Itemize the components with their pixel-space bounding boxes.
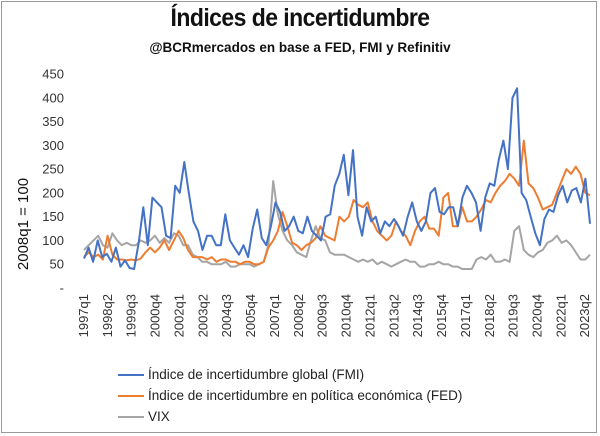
x-tick-label: 2023q2	[577, 294, 592, 337]
x-tick-label: 2010q4	[339, 294, 354, 337]
x-tick-label: 2014q3	[410, 294, 425, 337]
series-line-fmi	[83, 87, 591, 270]
x-tick-label: 2003q2	[195, 294, 210, 337]
y-tick-label: 250	[42, 162, 64, 177]
x-tick-label: 2015q4	[434, 294, 449, 337]
y-tick-label: 50	[50, 257, 64, 272]
x-tick-label: 2020q4	[529, 294, 544, 337]
y-tick-label: 400	[42, 90, 64, 105]
chart-title: Índices de incertidumbre	[170, 4, 430, 32]
x-tick-label: 2000q4	[148, 294, 163, 337]
x-tick-label: 2019q3	[506, 294, 521, 337]
x-tick-label: 2008q2	[291, 294, 306, 337]
x-tick-label: 2002q1	[171, 294, 186, 337]
legend-swatch-fmi	[118, 373, 144, 376]
legend-label-fed: Índice de incertidumbre en política econ…	[148, 388, 463, 403]
x-tick-label: 1998q2	[100, 294, 115, 337]
legend-label-vix: VIX	[148, 409, 170, 424]
y-tick-label: 100	[42, 233, 64, 248]
chart-subtitle: @BCRmercados en base a FED, FMI y Refini…	[149, 40, 451, 55]
legend: Índice de incertidumbre global (FMI) Índ…	[118, 364, 462, 427]
x-tick-label: 2017q1	[458, 294, 473, 337]
legend-label-fmi: Índice de incertidumbre global (FMI)	[148, 367, 365, 382]
x-tick-label: 2013q2	[386, 294, 401, 337]
x-tick-label: 2022q1	[553, 294, 568, 337]
series-line-fed	[83, 139, 591, 266]
legend-swatch-vix	[118, 415, 144, 418]
y-tick-label: 350	[42, 114, 64, 129]
legend-swatch-fed	[118, 394, 144, 397]
x-tick-label: 2012q1	[362, 294, 377, 337]
x-tick-label: 2009q3	[315, 294, 330, 337]
series-line-vix	[83, 180, 591, 270]
y-tick-label: 200	[42, 185, 64, 200]
x-tick-label: 2005q4	[243, 294, 258, 337]
x-tick-label: 2004q3	[219, 294, 234, 337]
x-tick-label: 1999q3	[124, 294, 139, 337]
y-tick-label: 150	[42, 209, 64, 224]
y-tick-label: 300	[42, 138, 64, 153]
legend-item-vix: VIX	[118, 406, 462, 427]
x-tick-label: 2007q1	[267, 294, 282, 337]
legend-item-fed: Índice de incertidumbre en política econ…	[118, 385, 462, 406]
x-tick-label: 2018q2	[482, 294, 497, 337]
legend-item-fmi: Índice de incertidumbre global (FMI)	[118, 364, 462, 385]
x-tick-label: 1997q1	[76, 294, 91, 337]
y-tick-label: -	[60, 281, 64, 296]
y-axis-label: 2008q1 = 100	[15, 178, 32, 270]
y-tick-label: 450	[42, 67, 64, 82]
